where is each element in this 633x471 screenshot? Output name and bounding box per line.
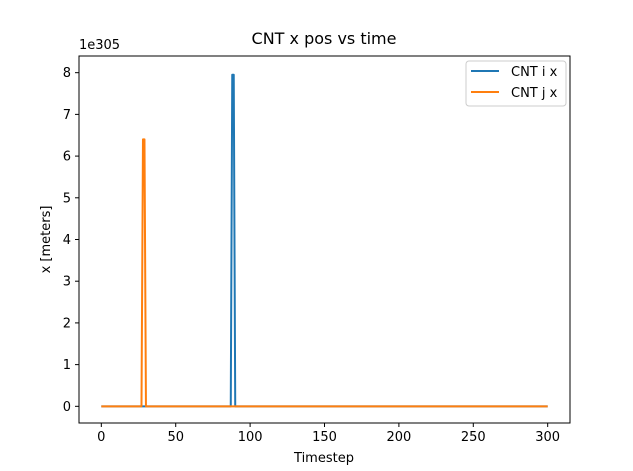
x-tick-label: 50 — [167, 430, 184, 445]
legend-label-0: CNT i x — [511, 65, 558, 80]
x-tick-label: 150 — [312, 430, 337, 445]
y-tick-label: 4 — [63, 233, 71, 248]
x-axis: 0 50 100 150 200 250 300 — [97, 423, 560, 445]
legend: CNT i x CNT j x — [465, 60, 567, 107]
y-tick-label: 0 — [63, 400, 71, 415]
y-tick-label: 2 — [63, 316, 71, 331]
y-tick-label: 8 — [63, 66, 71, 81]
x-tick-label: 100 — [238, 430, 263, 445]
y-tick-label: 5 — [63, 191, 71, 206]
x-tick-label: 200 — [386, 430, 411, 445]
y-tick-label: 6 — [63, 150, 71, 165]
chart-title: CNT x pos vs time — [252, 29, 397, 48]
plot-area — [78, 55, 571, 424]
legend-label-1: CNT j x — [511, 86, 558, 101]
y-axis-label: x [meters] — [39, 206, 54, 274]
x-axis-label: Timestep — [293, 451, 354, 466]
axes-background — [79, 56, 570, 423]
series-line-1 — [101, 138, 548, 408]
x-tick-label: 0 — [97, 430, 105, 445]
y-tick-label: 7 — [63, 108, 71, 123]
y-offset-text: 1e305 — [79, 38, 120, 53]
legend-items: CNT i x CNT j x — [471, 65, 558, 101]
legend-frame — [465, 60, 567, 107]
series-layer — [101, 73, 548, 408]
x-tick-label: 300 — [535, 430, 560, 445]
y-tick-label: 1 — [63, 358, 71, 373]
y-axis: 0 1 2 3 4 5 6 7 8 — [63, 66, 79, 415]
y-tick-label: 3 — [63, 275, 71, 290]
x-tick-label: 250 — [461, 430, 486, 445]
